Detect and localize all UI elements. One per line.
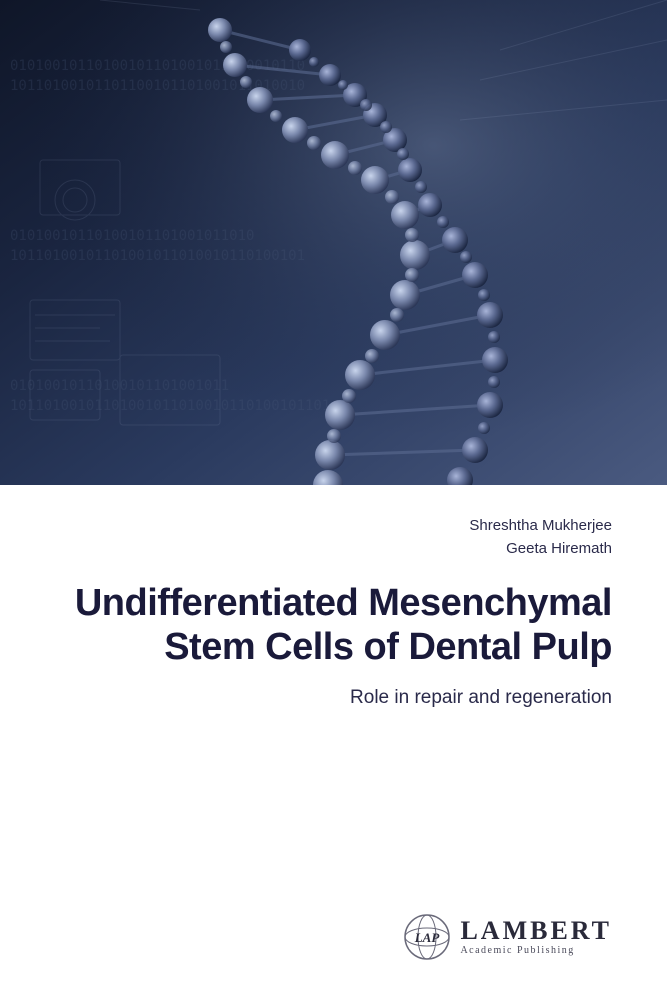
svg-text:01010010110100101101001011010: 01010010110100101101001011010	[10, 228, 254, 244]
publisher-name: LAMBERT	[460, 918, 612, 944]
svg-text:010100101101001011010010110100: 01010010110100101101001011010010110	[10, 58, 305, 74]
authors: Shreshtha Mukherjee Geeta Hiremath	[55, 515, 612, 560]
publisher-tagline: Academic Publishing	[460, 946, 612, 956]
book-title: Undifferentiated Mesenchymal Stem Cells …	[55, 582, 612, 669]
author-2: Geeta Hiremath	[55, 538, 612, 561]
svg-text:101101001011010010110100101101: 10110100101101001011010010110100101	[10, 248, 305, 264]
svg-text:101101001011010010110100101101: 10110100101101001011010010110100101101	[10, 398, 330, 414]
book-subtitle: Role in repair and regeneration	[55, 687, 612, 709]
cover-image: 01010010110100101101001011010010110 1011…	[0, 0, 667, 485]
publisher-logo-icon: LAP	[404, 914, 450, 960]
svg-text:LAP: LAP	[414, 930, 441, 945]
content-area: Shreshtha Mukherjee Geeta Hiremath Undif…	[0, 485, 667, 709]
publisher-text: LAMBERT Academic Publishing	[460, 918, 612, 956]
publisher-block: LAP LAMBERT Academic Publishing	[404, 914, 612, 960]
author-1: Shreshtha Mukherjee	[55, 515, 612, 538]
